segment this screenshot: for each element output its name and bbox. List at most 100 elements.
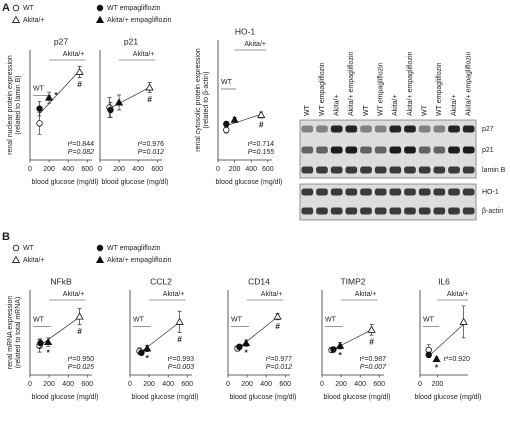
x-axis-label: blood glucose (mg/dl) [415,394,482,401]
marker [95,255,105,263]
x-tick-label: 200 [229,166,241,173]
significance: # [275,321,280,331]
band-label: lamin B [482,167,506,174]
x-tick-label: 600 [373,381,385,388]
lane-label: WT [422,104,429,116]
band [389,125,402,133]
band [448,207,460,215]
band [448,166,460,174]
marker [36,105,43,112]
fit-line [39,70,80,115]
y-axis-label: (related to total mRNA) [15,297,22,369]
marker [236,343,243,351]
x-tick-label: 400 [62,381,74,388]
significance: * [146,353,150,363]
y-axis-label: (related to β-actin) [203,72,210,129]
band [462,207,475,215]
chart-title: CCL2 [150,276,172,286]
stat-label: P=0.012 [138,149,164,156]
band [360,166,372,174]
panel-label: A [2,2,10,14]
band [345,166,358,174]
marker [223,120,230,128]
stat-label: P=0.082 [68,149,94,156]
chart-title: HO-1 [235,26,256,36]
legend-label: Akita/+ empagliflozin [107,17,172,24]
band [374,188,387,196]
stat-label: r²=0.977 [266,356,292,363]
band [433,188,446,196]
stat-label: P=0.012 [266,364,292,371]
fit-line [226,113,262,127]
legend-label: WT [23,245,35,252]
x-tick-label: 600 [181,381,193,388]
band [330,146,343,154]
x-tick-label: 400 [245,166,257,173]
x-tick-label: 0 [216,166,220,173]
y-axis-label: renal nuclear protein expression [7,55,14,155]
band [330,188,343,196]
marker [223,126,230,134]
band [374,125,387,133]
significance: * [338,350,342,360]
legend-label: WT [23,5,35,12]
band [301,188,314,196]
significance: # [177,334,182,344]
band [345,188,358,196]
x-tick-label: 600 [279,381,291,388]
marker [143,344,152,352]
lane-label: Akita/+ [392,94,399,116]
band [404,166,416,174]
x-tick-label: 0 [128,381,132,388]
lane-label: Akita/+ empagliflozin [466,51,473,116]
y-axis-label: (related to lamin B) [15,75,22,134]
marker [145,83,154,91]
x-tick-label: 600 [81,166,93,173]
x-tick-label: 0 [28,381,32,388]
band [360,146,372,154]
stat-label: P=0.025 [68,364,94,371]
marker [138,349,145,356]
marker [114,98,124,106]
x-tick-label: 200 [241,381,253,388]
band [360,188,372,196]
legend-label: Akita/+ empagliflozin [107,257,172,264]
group-label: Akita/+ [63,291,85,298]
x-tick-label: 400 [354,381,366,388]
band [316,166,328,174]
group-label: WT [133,317,145,324]
stat-label: r²=0.950 [68,356,94,363]
x-tick-label: 0 [28,166,32,173]
significance: # [77,326,82,336]
x-tick-label: 200 [143,381,155,388]
group-label: WT [231,317,243,324]
band [462,146,475,154]
x-axis-label: blood glucose (mg/dl) [102,179,169,186]
group-label: WT [33,85,45,92]
band [418,207,431,215]
group-label: Akita/+ [63,51,85,58]
band [404,207,416,215]
marker [44,93,54,101]
marker [107,106,114,114]
x-axis-label: blood glucose (mg/dl) [32,179,99,186]
band [418,166,431,174]
band [316,125,328,133]
significance: # [369,336,374,346]
band-label: p27 [482,126,494,133]
marker [12,244,20,252]
marker [175,317,184,325]
fit-line [428,323,464,357]
marker [96,4,104,12]
stat-label: r²=0.976 [138,141,164,148]
marker [36,120,43,127]
chart-title: TIMP2 [340,276,365,286]
band [301,207,314,215]
marker [11,255,21,263]
band [433,146,446,154]
lane-label: WT [304,104,311,116]
significance: # [77,79,82,89]
x-tick-label: 0 [98,166,102,173]
group-label: Akita/+ [163,291,185,298]
stat-label: r²=0.920 [444,356,470,363]
